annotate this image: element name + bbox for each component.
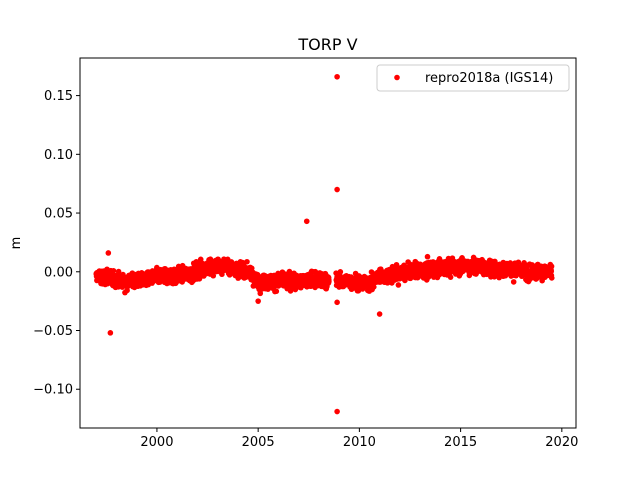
data-point — [248, 265, 255, 272]
x-tick-label: 2015 — [444, 435, 477, 450]
data-point — [257, 290, 264, 297]
data-point — [110, 267, 117, 274]
outlier-point — [107, 330, 114, 336]
data-point — [244, 258, 250, 265]
data-point — [548, 263, 555, 270]
outlier-point — [376, 311, 383, 317]
data-point — [337, 269, 344, 275]
x-tick-label: 2010 — [343, 435, 376, 450]
data-point — [124, 287, 130, 294]
outlier-point — [105, 250, 112, 256]
outlier-point — [334, 73, 340, 80]
data-point — [326, 278, 332, 285]
data-point — [515, 259, 522, 266]
plot-area — [79, 57, 577, 429]
outlier-point — [303, 218, 310, 225]
data-point — [447, 274, 454, 280]
y-tick-label: −0.10 — [33, 383, 73, 398]
legend-box — [376, 64, 570, 92]
y-axis-label: m — [9, 237, 24, 250]
data-point — [371, 284, 377, 290]
x-tick-label: 2000 — [140, 435, 173, 450]
y-tick-label: −0.05 — [33, 324, 73, 339]
data-point — [115, 268, 122, 275]
x-axis: 2000 2005 2010 2015 2020 — [140, 428, 578, 450]
data-point — [210, 272, 217, 279]
y-tick-label: 0.15 — [44, 89, 73, 104]
legend-label: repro2018a (IGS14) — [425, 71, 553, 86]
legend: repro2018a (IGS14) — [376, 64, 570, 92]
y-tick-label: 0.00 — [44, 265, 73, 280]
chart-title: TORP V — [297, 35, 357, 54]
x-tick-label: 2020 — [545, 435, 578, 450]
data-point — [424, 253, 431, 260]
y-axis: −0.10 −0.05 0.00 0.05 0.10 0.15 — [33, 89, 80, 398]
outlier-point — [334, 186, 340, 193]
data-points — [93, 73, 555, 415]
data-point — [510, 279, 517, 285]
legend-marker — [394, 74, 400, 81]
y-tick-label: 0.10 — [44, 148, 73, 163]
outlier-point — [334, 299, 340, 306]
outlier-point — [334, 408, 340, 415]
y-tick-label: 0.05 — [44, 207, 73, 222]
data-point — [548, 268, 555, 275]
plot-frame — [79, 57, 577, 429]
outlier-point — [255, 298, 261, 304]
data-point — [548, 275, 555, 281]
x-tick-label: 2005 — [242, 435, 275, 450]
data-point — [273, 288, 280, 295]
data-point — [395, 282, 402, 288]
